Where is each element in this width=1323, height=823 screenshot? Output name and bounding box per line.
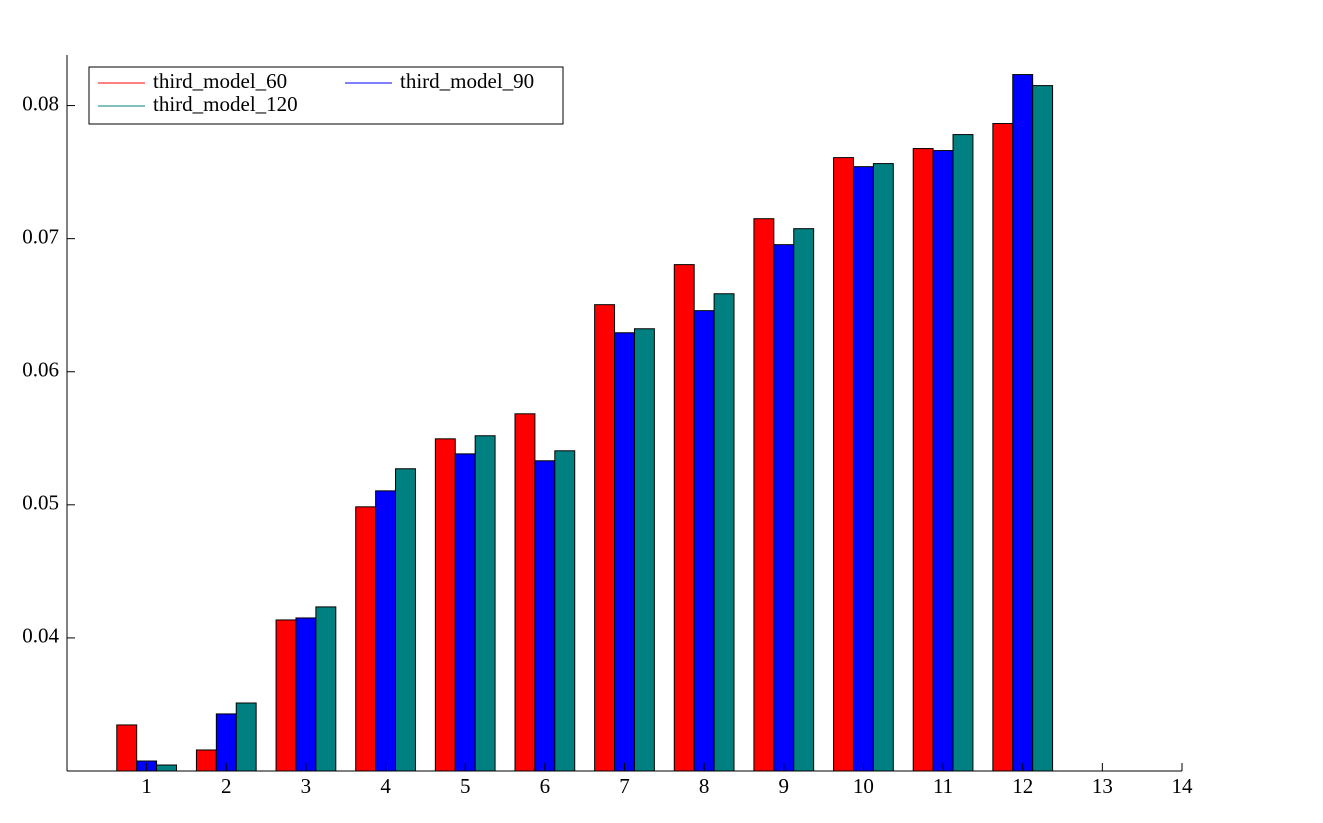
bar [315,606,337,772]
y-tick-label: 0.06 [22,358,59,382]
x-tick-label: 7 [619,774,630,798]
bar [434,438,456,772]
bar [992,123,1014,772]
x-tick-label: 12 [1012,774,1033,798]
legend-label: third_model_120 [153,92,298,116]
bar [215,713,237,772]
bar [872,163,894,772]
x-tick-label: 13 [1092,774,1113,798]
x-tick-label: 11 [933,774,953,798]
y-tick-label: 0.05 [22,491,59,515]
bar [793,228,815,772]
bar [454,453,476,772]
legend-label: third_model_90 [400,69,534,93]
bar [195,749,217,772]
bar [514,413,536,772]
bar [614,332,635,772]
y-tick-label: 0.08 [22,91,59,115]
x-tick-label: 3 [301,774,312,798]
x-tick-label: 6 [540,774,551,798]
bar [773,244,795,772]
bar [594,304,616,772]
bar [713,293,735,772]
x-tick-label: 9 [779,774,790,798]
bar [693,310,715,772]
bar [474,435,496,772]
bar [753,218,775,772]
bar [952,134,974,772]
bar [116,724,138,772]
y-tick-label: 0.07 [22,224,59,248]
x-tick-label: 1 [141,774,152,798]
bar [633,328,655,772]
x-tick-label: 5 [460,774,471,798]
bar [275,619,297,772]
bar [932,150,954,772]
x-tick-label: 2 [221,774,232,798]
bar [1032,85,1054,772]
x-tick-label: 14 [1172,774,1194,798]
bar [295,617,317,772]
bar [833,157,854,772]
bar [912,148,934,772]
bar [554,450,576,772]
bar [852,166,874,772]
bar [673,264,695,772]
legend-box [88,66,564,125]
bar [235,702,257,772]
legend-label: third_model_60 [153,69,287,93]
bar [1012,74,1034,772]
x-tick-label: 10 [853,774,874,798]
bar [534,460,556,772]
x-tick-label: 4 [380,774,391,798]
bar [355,506,377,772]
bar [375,490,397,772]
bar [395,468,416,772]
y-tick-label: 0.04 [22,624,59,648]
bar [156,764,178,772]
x-tick-label: 8 [699,774,710,798]
